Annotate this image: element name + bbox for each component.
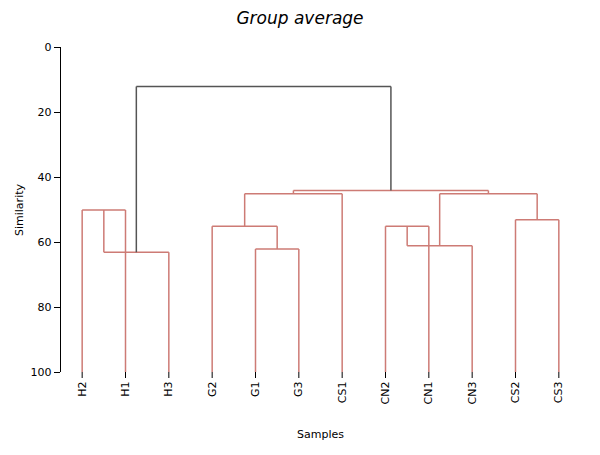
svg-text:60: 60 [38,236,52,249]
svg-text:100: 100 [31,366,52,379]
svg-text:Samples: Samples [297,428,344,441]
svg-text:G3: G3 [292,382,305,398]
svg-text:CN2: CN2 [379,382,392,405]
svg-text:0: 0 [45,41,52,54]
html-text:Group average: Group average [236,8,364,28]
svg-text:40: 40 [38,171,52,184]
svg-text:CS2: CS2 [509,382,522,404]
svg-text:G2: G2 [206,382,219,398]
svg-text:CS1: CS1 [336,382,349,404]
svg-text:80: 80 [38,301,52,314]
svg-text:CN1: CN1 [422,382,435,405]
svg-text:Similarity: Similarity [13,184,26,236]
svg-text:20: 20 [38,106,52,119]
svg-text:G1: G1 [249,382,262,398]
svg-text:H1: H1 [119,382,132,397]
svg-text:CN3: CN3 [466,382,479,405]
svg-text:H3: H3 [162,382,175,397]
svg-text:CS3: CS3 [552,382,565,404]
svg-text:H2: H2 [76,382,89,397]
